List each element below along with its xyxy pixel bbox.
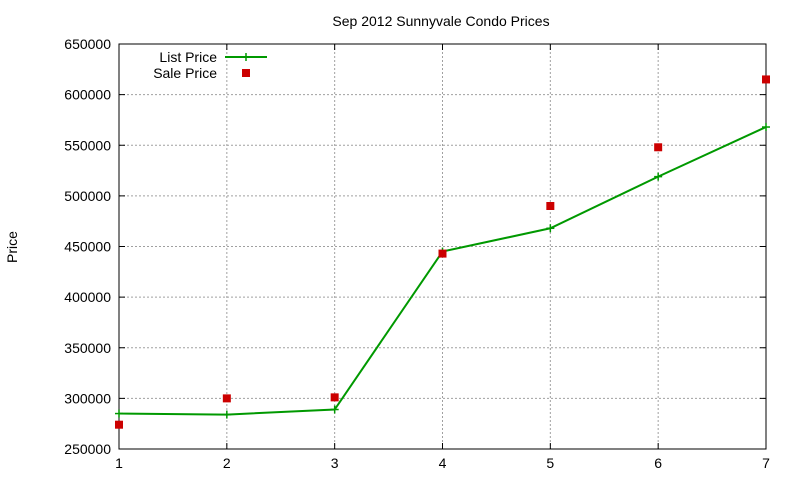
chart-title: Sep 2012 Sunnyvale Condo Prices	[332, 13, 549, 29]
data-point-sale-price	[546, 202, 555, 210]
data-point-list-price	[222, 410, 231, 419]
y-tick-label: 550000	[64, 137, 111, 153]
y-tick-label: 450000	[64, 239, 111, 255]
y-tick-label: 650000	[64, 36, 111, 52]
data-point-sale-price	[330, 393, 339, 402]
x-tick-label: 2	[223, 455, 231, 471]
y-tick-label: 400000	[64, 289, 111, 305]
y-tick-label: 600000	[64, 87, 111, 103]
grid	[119, 44, 766, 449]
data-point-list-price	[115, 409, 123, 418]
data-point-sale-price	[438, 249, 447, 258]
y-axis-label: Price	[4, 231, 20, 263]
x-tick-label: 3	[331, 455, 339, 471]
legend-label: List Price	[159, 49, 217, 65]
data-point-sale-price	[654, 143, 663, 152]
x-tick-label: 4	[439, 455, 447, 471]
plot-frame	[118, 43, 767, 450]
data-point-sale-price	[222, 394, 231, 403]
x-tick-label: 7	[762, 455, 770, 471]
data-point-list-price	[762, 123, 770, 132]
series	[115, 75, 770, 429]
data-point-sale-price	[115, 420, 123, 429]
data-point-list-price	[654, 172, 663, 181]
legend-swatch-marker	[242, 53, 250, 61]
y-tick-label: 500000	[64, 188, 111, 204]
y-tick-label: 250000	[64, 441, 111, 457]
data-point-list-price	[330, 405, 339, 414]
data-point-list-price	[546, 224, 555, 233]
x-tick-label: 1	[115, 455, 123, 471]
y-tick-label: 350000	[64, 340, 111, 356]
series-line-list-price	[118, 126, 767, 416]
y-tick-label: 300000	[64, 390, 111, 406]
x-tick-label: 5	[546, 455, 554, 471]
axes: 250000 300000 350000 400000 450000 500000 5500…	[64, 36, 770, 471]
legend-label: Sale Price	[153, 65, 217, 81]
data-point-sale-price	[762, 75, 770, 84]
legend-swatch-marker	[242, 69, 250, 77]
x-tick-label: 6	[654, 455, 662, 471]
